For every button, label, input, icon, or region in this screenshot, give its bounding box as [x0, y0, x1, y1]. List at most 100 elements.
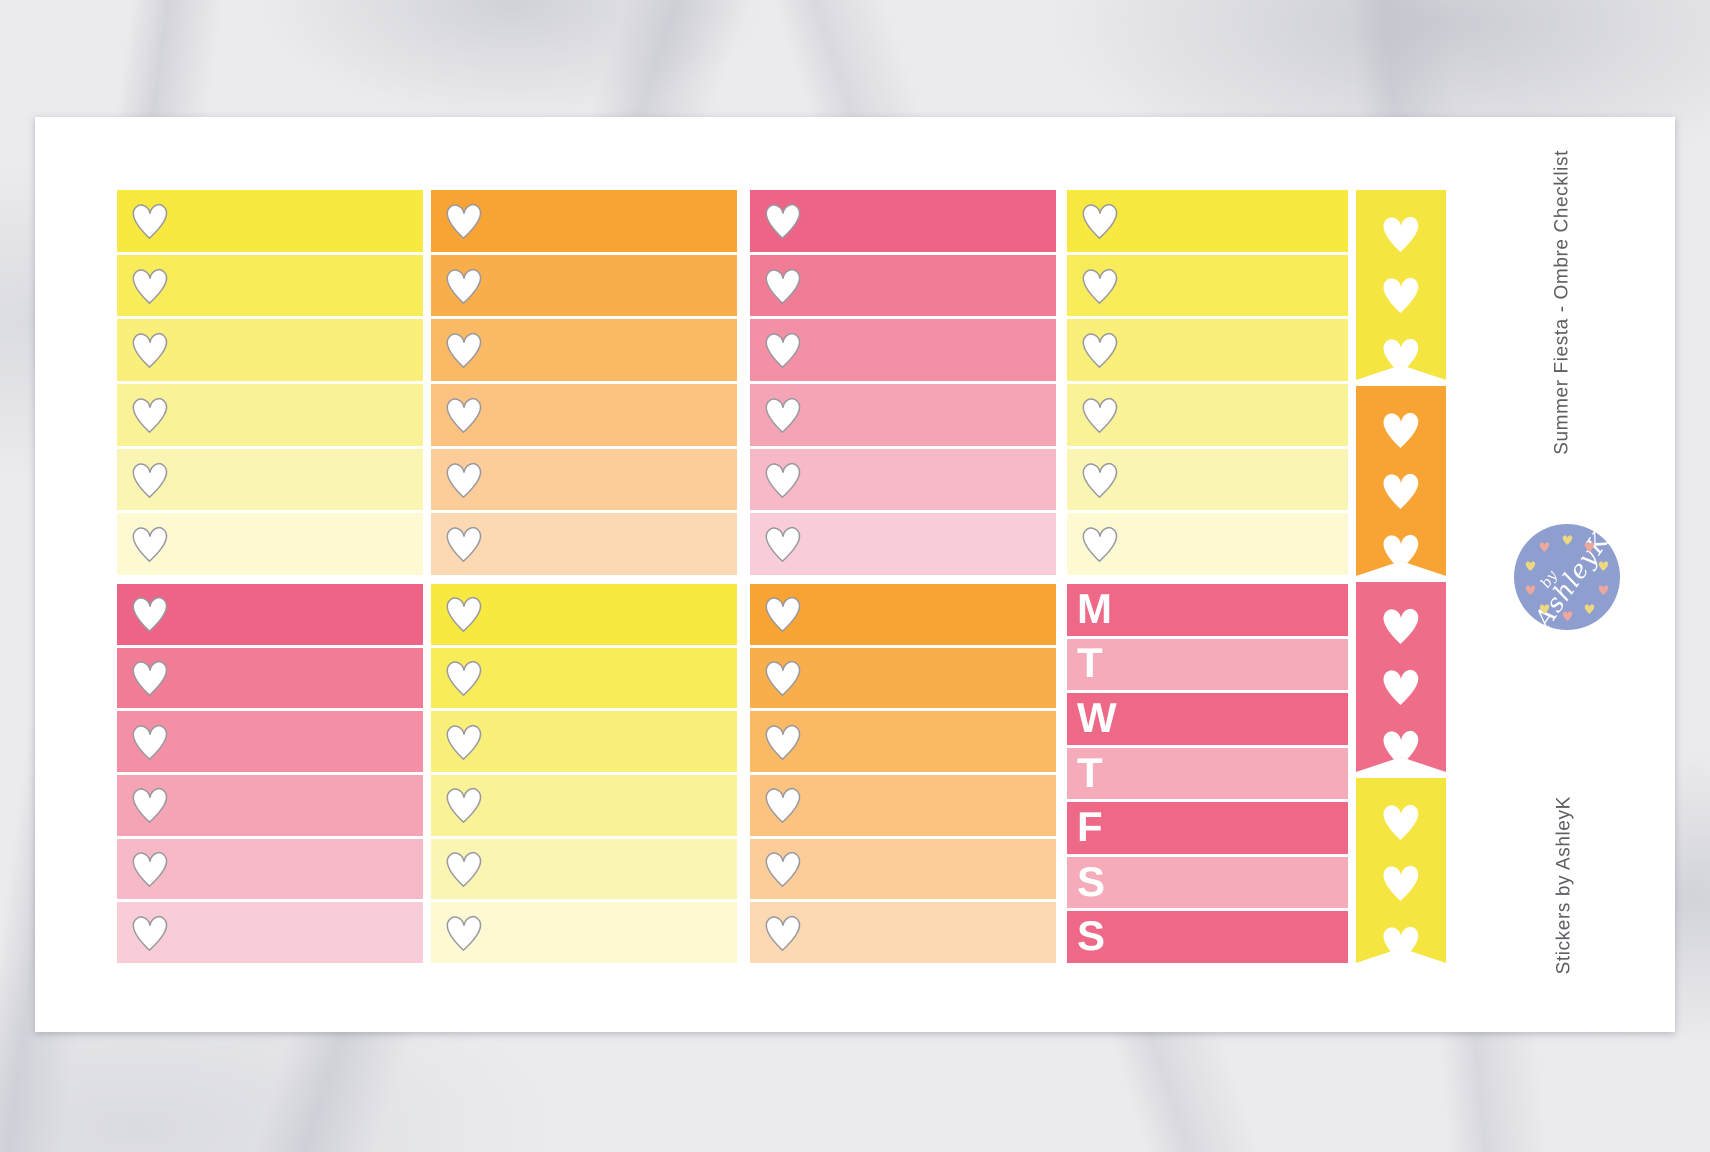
heart-checkbox-icon [765, 203, 801, 239]
heart-checkbox-icon [1375, 469, 1427, 513]
heart-checkbox-icon [446, 462, 482, 498]
heart-checkbox-icon [446, 397, 482, 433]
checklist-row [750, 316, 1056, 382]
logo-ring-heart-icon [1583, 602, 1596, 614]
heart-checkbox-icon [765, 851, 801, 887]
ombre-checklist-sticker-yellow [431, 584, 737, 964]
checklist-row [117, 190, 423, 252]
day-row: W [1067, 690, 1348, 745]
checklist-row [431, 584, 737, 645]
heart-checkbox-icon [765, 397, 801, 433]
checklist-row [1067, 381, 1348, 446]
heart-checkbox-icon [446, 851, 482, 887]
heart-checkbox-icon [765, 268, 801, 304]
heart-checkbox-icon [132, 724, 168, 760]
heart-checkbox-icon [132, 851, 168, 887]
checklist-row [1067, 316, 1348, 382]
checklist-row [1067, 190, 1348, 252]
heart-checkbox-icon [446, 724, 482, 760]
heart-checkbox-icon [1375, 726, 1427, 770]
checklist-row [117, 835, 423, 900]
day-letter: T [1077, 748, 1103, 796]
checklist-row [750, 772, 1056, 836]
checklist-row [117, 584, 423, 645]
heart-checkbox-icon [1082, 333, 1118, 369]
checklist-row [117, 772, 423, 836]
flag-checklist-sticker-yellow [1356, 190, 1446, 380]
checklist-row [431, 190, 737, 252]
heart-checkbox-icon [132, 203, 168, 239]
heart-checkbox-icon [446, 915, 482, 951]
checklist-row [750, 190, 1056, 252]
heart-checkbox-icon [446, 203, 482, 239]
heart-checkbox-icon [1375, 861, 1427, 905]
heart-checkbox-icon [132, 397, 168, 433]
checklist-row [117, 316, 423, 382]
checklist-row [750, 899, 1056, 964]
checklist-row [431, 772, 737, 836]
logo-ring-heart-icon [1561, 533, 1574, 545]
heart-checkbox-icon [765, 660, 801, 696]
heart-checkbox-icon [1082, 203, 1118, 239]
heart-checkbox-icon [132, 462, 168, 498]
checklist-row [750, 445, 1056, 511]
heart-checkbox-icon [765, 915, 801, 951]
checklist-row [117, 708, 423, 773]
flag-checklist-sticker-yellow [1356, 778, 1446, 963]
heart-checkbox-icon [1082, 268, 1118, 304]
checklist-row [750, 708, 1056, 773]
checklist-row [117, 445, 423, 511]
logo-ring-heart-icon [1538, 540, 1551, 553]
heart-checkbox-icon [446, 527, 482, 563]
shop-logo-badge: by AshleyK [1514, 524, 1620, 633]
heart-checkbox-icon [446, 333, 482, 369]
ombre-checklist-sticker-pink [750, 190, 1056, 576]
day-letter: F [1077, 803, 1103, 851]
ombre-checklist-sticker-orange [750, 584, 1056, 964]
heart-checkbox-icon [1375, 922, 1427, 966]
day-letter: S [1077, 912, 1106, 960]
heart-checkbox-icon [446, 597, 482, 633]
heart-checkbox-icon [1375, 665, 1427, 709]
heart-checkbox-icon [1375, 408, 1427, 452]
day-letter: T [1077, 639, 1103, 687]
checklist-row [431, 644, 737, 709]
day-letter: S [1077, 857, 1106, 905]
heart-checkbox-icon [1375, 604, 1427, 648]
heart-checkbox-icon [132, 788, 168, 824]
logo-ring-heart-icon [1538, 602, 1551, 614]
heart-checkbox-icon [765, 788, 801, 824]
flag-checklist-sticker-pink [1356, 582, 1446, 772]
checklist-row [750, 381, 1056, 446]
heart-checkbox-icon [765, 724, 801, 760]
heart-checkbox-icon [765, 527, 801, 563]
flag-checklist-sticker-orange [1356, 386, 1446, 576]
day-letter: W [1077, 694, 1117, 742]
checklist-row [117, 381, 423, 446]
day-row: T [1067, 635, 1348, 691]
checklist-row [750, 251, 1056, 317]
heart-checkbox-icon [765, 462, 801, 498]
day-row: S [1067, 853, 1348, 909]
checklist-row [1067, 510, 1348, 576]
logo-ring-heart-icon [1597, 583, 1610, 595]
checklist-row [117, 644, 423, 709]
heart-checkbox-icon [446, 660, 482, 696]
day-row: S [1067, 908, 1348, 964]
checklist-row [1067, 445, 1348, 511]
checklist-row [117, 899, 423, 964]
day-row: M [1067, 584, 1348, 636]
day-letter: M [1077, 584, 1112, 632]
heart-checkbox-icon [765, 333, 801, 369]
ombre-checklist-sticker-orange [431, 190, 737, 576]
heart-checkbox-icon [446, 788, 482, 824]
ombre-checklist-sticker-yellow [1067, 190, 1348, 576]
logo-ring-heart-icon [1597, 559, 1610, 572]
checklist-row [750, 510, 1056, 576]
checklist-row [117, 510, 423, 576]
heart-checkbox-icon [1375, 334, 1427, 378]
checklist-row [431, 316, 737, 382]
